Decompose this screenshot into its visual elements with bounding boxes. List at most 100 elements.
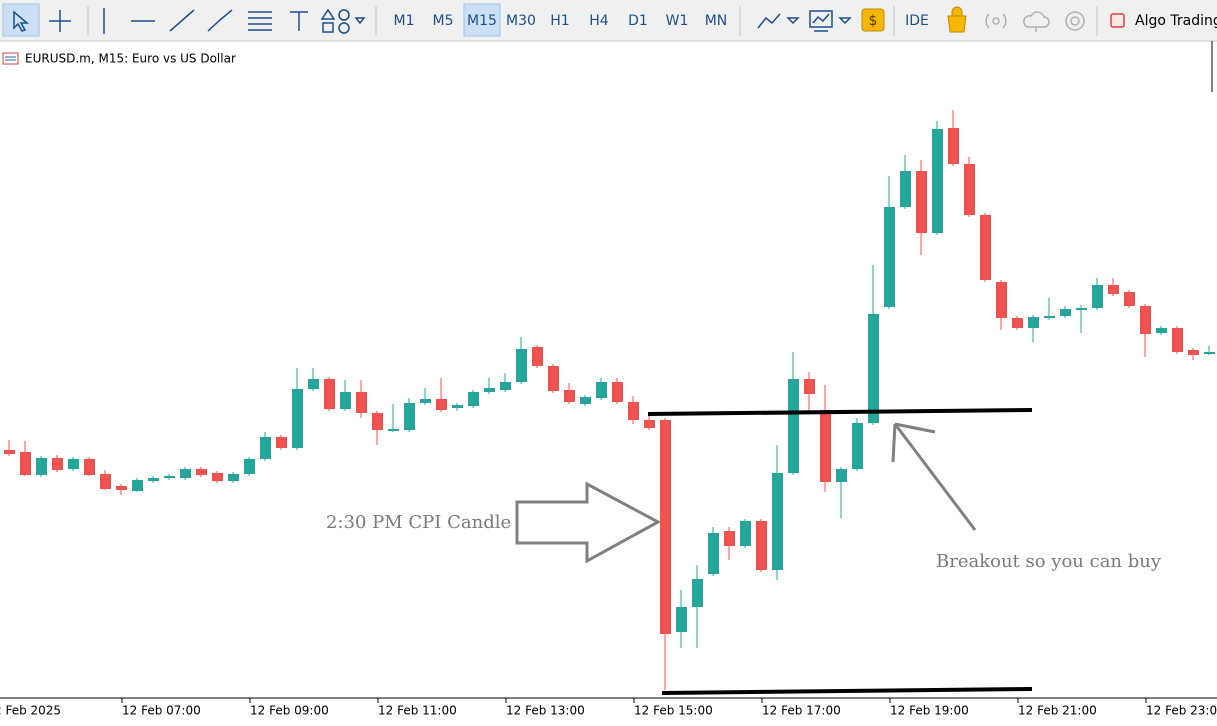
candle-body <box>740 521 751 546</box>
timeframe-active-bg <box>463 3 501 37</box>
candle-body <box>1108 285 1119 294</box>
algo-trading-button[interactable]: Algo Trading <box>1135 13 1217 29</box>
market-button[interactable] <box>947 6 967 33</box>
candle-body <box>148 478 159 481</box>
breakout-arrow <box>891 422 977 531</box>
timeframe-button[interactable]: M30 <box>506 13 536 29</box>
vps-button[interactable] <box>985 13 1007 29</box>
x-tick-label: 12 Feb 15:00 <box>634 704 713 718</box>
x-tick-label: 12 Feb 09:00 <box>250 704 329 718</box>
cursor-icon <box>13 10 30 32</box>
candles <box>4 110 1215 690</box>
candle-body <box>84 459 95 475</box>
candle-body <box>180 469 191 478</box>
candle-body <box>724 531 735 546</box>
candle-body <box>484 388 495 392</box>
channel-tool[interactable] <box>207 9 233 32</box>
candle-body <box>868 314 879 423</box>
x-tick-label: 12 Feb 21:00 <box>1018 704 1097 718</box>
text-tool[interactable] <box>290 11 308 31</box>
ide-button[interactable]: IDE <box>905 13 929 29</box>
candle-body <box>708 533 719 574</box>
resistance-line <box>647 408 1033 416</box>
timeframe-button[interactable]: H4 <box>589 13 609 29</box>
indicators-button[interactable] <box>757 13 800 29</box>
candle-body <box>852 423 863 469</box>
candle-body <box>548 366 559 391</box>
signals-button[interactable] <box>861 8 885 32</box>
timeframe-button[interactable]: H1 <box>550 13 569 29</box>
candle-body <box>52 458 63 470</box>
candle-body <box>196 469 207 475</box>
symbol-icon <box>2 52 19 65</box>
candle-body <box>580 397 591 404</box>
candle-body <box>1188 350 1199 355</box>
cpi-annotation: 2:30 PM CPI Candle <box>326 512 511 533</box>
timeframe-button[interactable]: M15 <box>467 13 497 29</box>
candle-body <box>308 379 319 389</box>
crosshair-tool[interactable] <box>49 10 71 32</box>
candle-body <box>1140 306 1151 334</box>
breakout-annotation: Breakout so you can buy <box>936 551 1162 572</box>
shapes-tool[interactable] <box>320 8 366 34</box>
candle-body <box>164 476 175 478</box>
timeframe-button[interactable]: W1 <box>666 13 689 29</box>
timeframe-button[interactable]: M1 <box>394 13 415 29</box>
candle-body <box>1156 328 1167 333</box>
candle-body <box>4 450 15 454</box>
chart-area: EURUSD.m, M15: Euro vs US Dollar <box>0 41 1217 699</box>
candle-body <box>916 171 927 233</box>
candle-body <box>1044 316 1055 318</box>
candle-body <box>244 459 255 474</box>
candle-body <box>20 452 31 475</box>
fibo-tool[interactable] <box>248 11 272 31</box>
candle-body <box>500 382 511 390</box>
x-tick-label: 12 Feb 23:00 <box>1146 704 1217 718</box>
candle-body <box>340 392 351 409</box>
candle-body <box>212 473 223 481</box>
toolbar <box>0 0 1217 41</box>
candle-body <box>788 379 799 473</box>
x-tick-label: 12 Feb 07:00 <box>122 704 201 718</box>
x-tick-label: 12 Feb 17:00 <box>762 704 841 718</box>
candle-body <box>1172 328 1183 352</box>
candle-body <box>996 282 1007 318</box>
candle-body <box>980 215 991 280</box>
timeframe-button[interactable]: MN <box>705 13 728 29</box>
candle-body <box>676 607 687 632</box>
candle-body <box>1012 318 1023 328</box>
candle-body <box>964 164 975 215</box>
cloud-button[interactable] <box>1023 11 1050 32</box>
support-line <box>661 687 1033 695</box>
candle-body <box>1028 317 1039 328</box>
candle-body <box>116 486 127 490</box>
templates-button[interactable] <box>809 10 852 32</box>
algo-trading-icon <box>1110 13 1125 28</box>
candle-body <box>516 349 527 382</box>
candle-body <box>1092 285 1103 308</box>
dollar-icon: $ <box>869 13 878 29</box>
candle-body <box>420 399 431 403</box>
candle-body <box>276 437 287 448</box>
candle-body <box>692 579 703 607</box>
cursor-tool[interactable] <box>2 3 40 37</box>
candle-body <box>644 420 655 428</box>
x-tick-label: 2 Feb 2025 <box>0 704 61 718</box>
candle-body <box>1076 308 1087 310</box>
candle-body <box>356 392 367 413</box>
candle-body <box>388 429 399 431</box>
candle-body <box>1124 292 1135 306</box>
timeframe-button[interactable]: D1 <box>628 13 648 29</box>
candle-body <box>404 403 415 430</box>
symbol-icon-lines <box>5 56 16 61</box>
candle-body <box>820 410 831 482</box>
timeframe-button[interactable]: M5 <box>433 13 454 29</box>
x-tick-label: 12 Feb 13:00 <box>506 704 585 718</box>
candle-body <box>452 405 463 408</box>
community-button[interactable] <box>1065 11 1085 31</box>
candle-body <box>260 437 271 459</box>
trendline-tool[interactable] <box>169 9 195 32</box>
candle-body <box>68 459 79 469</box>
